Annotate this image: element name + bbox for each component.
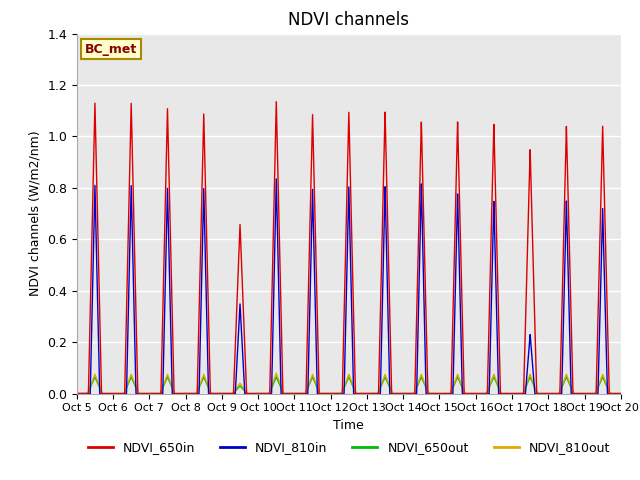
NDVI_810out xyxy=(276,382,284,388)
NDVI_810out xyxy=(617,391,625,396)
NDVI_650out xyxy=(501,391,509,396)
Legend: NDVI_650in, NDVI_810in, NDVI_650out, NDVI_810out: NDVI_650in, NDVI_810in, NDVI_650out, NDV… xyxy=(83,436,615,459)
Y-axis label: NDVI channels (W/m2/nm): NDVI channels (W/m2/nm) xyxy=(29,131,42,297)
NDVI_650in xyxy=(615,391,623,396)
NDVI_650in xyxy=(424,390,431,396)
NDVI_650out xyxy=(184,391,191,396)
NDVI_810out xyxy=(273,370,280,376)
Line: NDVI_650in: NDVI_650in xyxy=(77,102,621,394)
NDVI_810out xyxy=(184,391,191,396)
NDVI_810out xyxy=(73,391,81,396)
NDVI_810out xyxy=(501,391,509,396)
NDVI_650in xyxy=(184,391,191,396)
NDVI_650out xyxy=(276,384,284,389)
NDVI_810out xyxy=(424,389,431,395)
NDVI_810out xyxy=(615,391,623,396)
Text: BC_met: BC_met xyxy=(85,43,137,56)
NDVI_810out xyxy=(189,391,197,396)
NDVI_810in xyxy=(273,176,280,182)
NDVI_650in xyxy=(189,391,197,396)
Title: NDVI channels: NDVI channels xyxy=(288,11,410,29)
NDVI_650in xyxy=(73,391,81,396)
NDVI_810in xyxy=(615,391,623,396)
NDVI_650out xyxy=(615,391,623,396)
NDVI_810in xyxy=(189,391,197,396)
X-axis label: Time: Time xyxy=(333,419,364,432)
NDVI_810in xyxy=(276,369,284,374)
NDVI_810in xyxy=(184,391,191,396)
NDVI_650in xyxy=(273,99,280,105)
NDVI_650out xyxy=(599,374,607,380)
NDVI_650in xyxy=(276,288,284,293)
Line: NDVI_650out: NDVI_650out xyxy=(77,377,621,394)
NDVI_650in xyxy=(501,391,509,396)
NDVI_650out xyxy=(424,389,431,395)
Line: NDVI_810out: NDVI_810out xyxy=(77,373,621,394)
NDVI_650out xyxy=(617,391,625,396)
NDVI_810in xyxy=(73,391,81,396)
NDVI_650in xyxy=(617,391,625,396)
NDVI_810in xyxy=(501,391,509,396)
NDVI_650out xyxy=(189,391,197,396)
NDVI_650out xyxy=(73,391,81,396)
NDVI_810in xyxy=(617,391,625,396)
NDVI_810in xyxy=(424,391,431,396)
Line: NDVI_810in: NDVI_810in xyxy=(77,179,621,394)
